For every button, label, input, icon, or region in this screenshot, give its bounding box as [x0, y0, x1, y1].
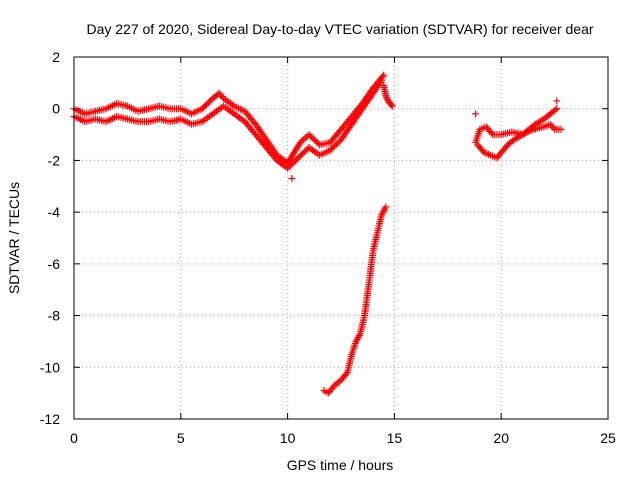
data-point [290, 158, 298, 166]
grid [74, 57, 608, 419]
data-point [313, 138, 321, 146]
data-point [203, 100, 211, 108]
data-point [378, 73, 386, 81]
data-point [368, 91, 376, 99]
data-point [299, 149, 307, 157]
data-point [306, 132, 314, 140]
data-point [284, 164, 292, 172]
data-point [302, 134, 310, 142]
data-point [334, 139, 342, 147]
y-tick-label: -2 [48, 152, 61, 168]
data-point [557, 125, 565, 133]
x-tick-label: 0 [70, 430, 78, 446]
data-point [285, 163, 293, 171]
y-tick-label: 0 [52, 101, 60, 117]
series-track-f [474, 105, 561, 162]
data-point [551, 106, 559, 114]
y-tick-label: -4 [48, 204, 61, 220]
data-point [293, 155, 301, 163]
data-point [378, 76, 386, 84]
y-tick-label: 2 [52, 49, 60, 65]
data-point [332, 140, 340, 148]
y-tick-labels: -12 -10 -8 -6 -4 -2 0 2 [40, 49, 60, 427]
data-point [308, 134, 316, 142]
x-tick-label: 10 [280, 430, 296, 446]
data-point [204, 99, 212, 107]
data-point [387, 101, 395, 109]
y-tick-label: -8 [48, 308, 61, 324]
data-point [342, 370, 350, 378]
data-point [326, 146, 334, 154]
chart-title: Day 227 of 2020, Sidereal Day-to-day VTE… [86, 21, 593, 37]
data-point [296, 138, 304, 146]
axis-ticks [73, 56, 609, 420]
data-point [200, 103, 208, 111]
data-point [310, 135, 318, 143]
data-point [300, 135, 308, 143]
data-point [296, 152, 304, 160]
data-point [388, 102, 396, 110]
data-point [382, 203, 390, 211]
data-point [382, 92, 390, 100]
data-marks [70, 71, 565, 397]
series-outliers [288, 97, 561, 183]
data-point [383, 94, 391, 102]
data-point [549, 124, 557, 132]
data-point [302, 146, 310, 154]
y-tick-label: -10 [40, 359, 60, 375]
data-point [206, 97, 214, 105]
series-track-d [320, 203, 390, 397]
x-tick-labels: 0 5 10 15 20 25 [70, 430, 616, 446]
x-tick-label: 15 [387, 430, 403, 446]
plot-frame [73, 56, 609, 420]
data-point [311, 136, 319, 144]
data-point [218, 93, 226, 101]
data-point [288, 175, 296, 183]
series-track-b [70, 76, 386, 172]
data-point [287, 161, 295, 169]
series-track-a [70, 71, 388, 167]
series-track-e [472, 120, 565, 146]
y-tick-label: -12 [40, 411, 60, 427]
y-axis-label: SDTVAR / TECUs [6, 182, 22, 294]
data-point [201, 102, 209, 110]
x-tick-label: 5 [177, 430, 185, 446]
data-point [380, 71, 388, 79]
data-point [300, 148, 308, 156]
data-point [472, 110, 480, 118]
data-point [331, 142, 339, 150]
y-tick-label: -6 [48, 256, 61, 272]
data-point [553, 97, 561, 105]
data-point [297, 151, 305, 159]
x-tick-label: 25 [600, 430, 616, 446]
x-axis-label: GPS time / hours [287, 457, 394, 473]
data-point [329, 143, 337, 151]
series-track-c [380, 81, 396, 110]
data-point [288, 160, 296, 168]
x-tick-label: 20 [493, 430, 509, 446]
data-point [487, 129, 495, 137]
data-point [298, 137, 306, 145]
data-point [294, 154, 302, 162]
data-point [553, 105, 561, 113]
data-point [198, 105, 206, 113]
data-point [291, 157, 299, 165]
data-point [305, 131, 313, 139]
data-point [328, 145, 336, 153]
